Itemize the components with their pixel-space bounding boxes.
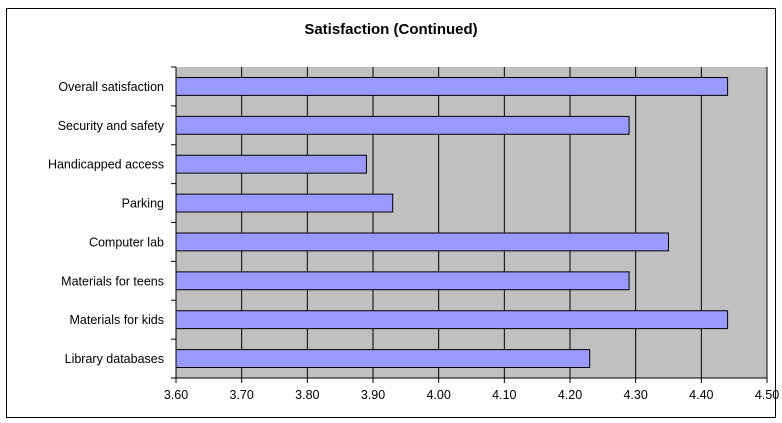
y-category-label: Security and safety — [58, 119, 165, 133]
y-category-label: Materials for kids — [70, 313, 164, 327]
y-category-label: Handicapped access — [48, 158, 164, 172]
y-category-label: Computer lab — [89, 235, 164, 249]
x-tick-label: 4.20 — [558, 388, 582, 402]
bar — [175, 154, 367, 174]
bar — [175, 115, 630, 135]
x-tick-label: 4.40 — [689, 388, 713, 402]
plot-area — [176, 67, 767, 378]
y-category-label: Library databases — [65, 352, 164, 366]
x-tick-label: 4.30 — [623, 388, 647, 402]
x-tick-label: 3.90 — [361, 388, 385, 402]
bar — [175, 76, 729, 96]
y-category-label: Overall satisfaction — [58, 80, 164, 94]
x-tick-label: 3.80 — [295, 388, 319, 402]
x-tick-label: 4.50 — [755, 388, 779, 402]
y-category-label: Parking — [122, 197, 164, 211]
bar — [175, 232, 669, 252]
bar — [175, 310, 729, 330]
chart-title: Satisfaction (Continued) — [304, 21, 478, 38]
x-tick-label: 4.10 — [492, 388, 516, 402]
x-tick-label: 3.60 — [164, 388, 188, 402]
x-tick-label: 4.00 — [426, 388, 450, 402]
y-category-label: Materials for teens — [61, 274, 164, 288]
bar — [175, 349, 591, 369]
bar — [175, 271, 630, 291]
x-tick-label: 3.70 — [229, 388, 253, 402]
bar — [175, 193, 394, 213]
